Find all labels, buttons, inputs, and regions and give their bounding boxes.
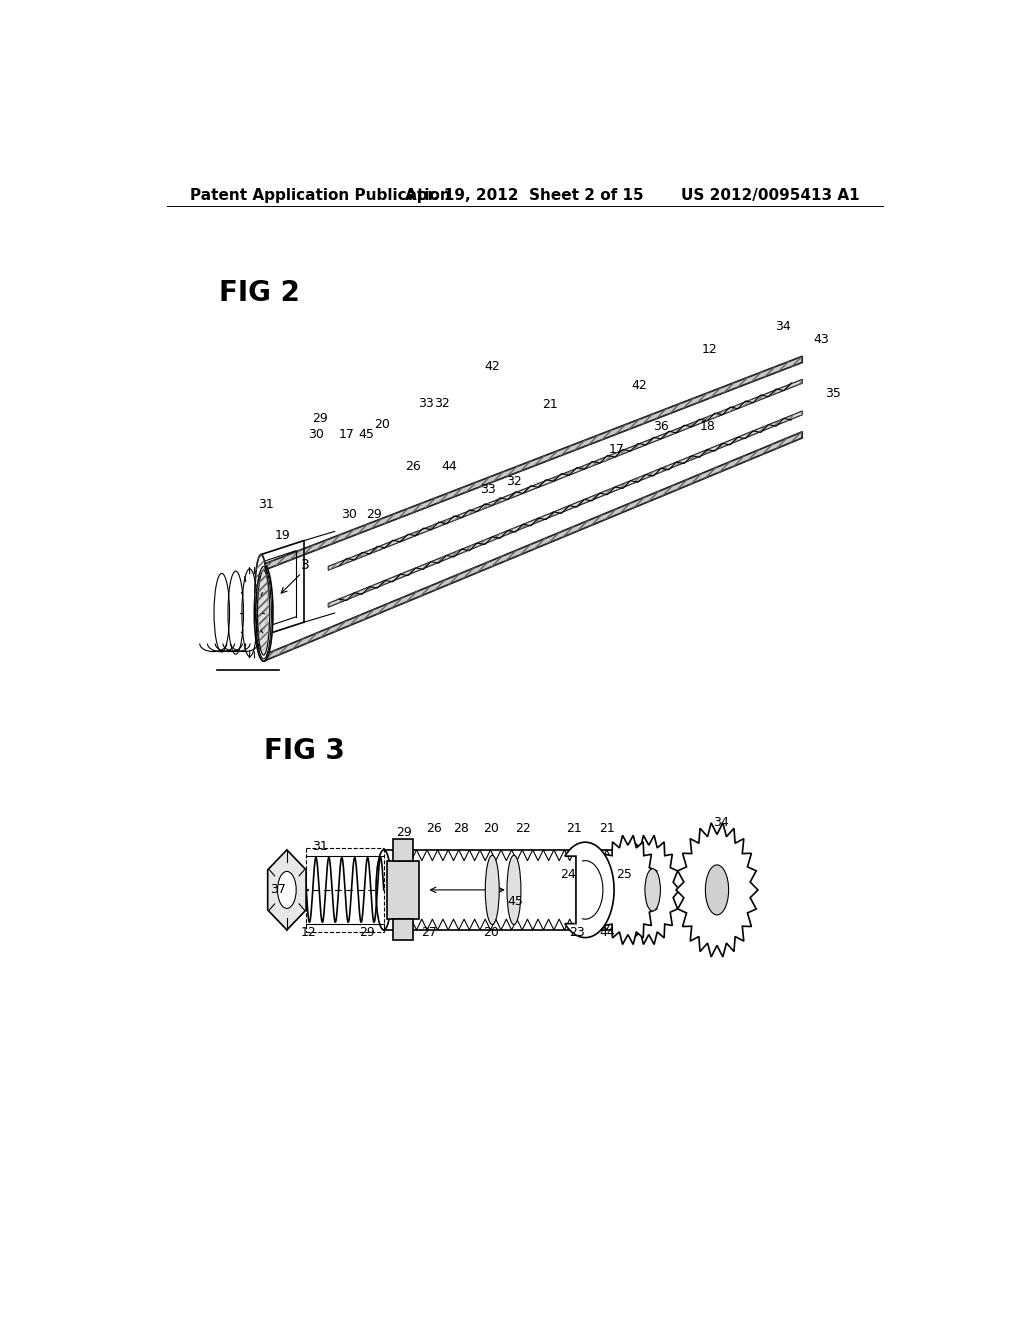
Polygon shape (618, 836, 680, 945)
Text: 43: 43 (814, 333, 829, 346)
Text: 12: 12 (701, 343, 717, 356)
Polygon shape (393, 919, 414, 940)
Text: 44: 44 (599, 925, 614, 939)
Text: 25: 25 (616, 869, 632, 880)
Text: 35: 35 (825, 387, 841, 400)
Ellipse shape (278, 871, 296, 908)
Ellipse shape (255, 554, 267, 636)
Text: 22: 22 (515, 822, 531, 834)
Polygon shape (329, 379, 802, 570)
Polygon shape (393, 840, 414, 861)
Text: 17: 17 (339, 428, 354, 441)
Text: 42: 42 (484, 360, 500, 372)
Ellipse shape (507, 855, 521, 924)
Text: 36: 36 (653, 420, 669, 433)
Polygon shape (676, 822, 758, 957)
Text: 29: 29 (367, 508, 382, 520)
Ellipse shape (376, 850, 391, 929)
Text: 18: 18 (699, 420, 716, 433)
Text: 21: 21 (565, 822, 582, 834)
Text: 19: 19 (275, 529, 291, 543)
Text: 28: 28 (454, 822, 469, 834)
Text: 17: 17 (608, 444, 625, 455)
Text: 26: 26 (426, 822, 442, 834)
Polygon shape (267, 850, 306, 929)
Text: 29: 29 (312, 412, 328, 425)
Ellipse shape (258, 570, 269, 655)
Polygon shape (384, 850, 640, 929)
Text: FIG 2: FIG 2 (219, 279, 300, 308)
Polygon shape (329, 383, 802, 603)
Text: 45: 45 (508, 895, 523, 908)
Polygon shape (387, 861, 420, 919)
Text: 32: 32 (506, 475, 522, 488)
Text: US 2012/0095413 A1: US 2012/0095413 A1 (681, 187, 859, 203)
Text: 20: 20 (374, 417, 390, 430)
Ellipse shape (706, 865, 729, 915)
Text: Apr. 19, 2012  Sheet 2 of 15: Apr. 19, 2012 Sheet 2 of 15 (406, 187, 644, 203)
Text: 20: 20 (482, 925, 499, 939)
Text: 27: 27 (421, 925, 436, 939)
Ellipse shape (485, 855, 500, 924)
Text: 26: 26 (406, 459, 421, 473)
Text: 24: 24 (560, 869, 577, 880)
Polygon shape (329, 411, 802, 607)
Text: 45: 45 (358, 428, 375, 441)
Text: 21: 21 (543, 399, 558, 412)
Polygon shape (565, 842, 614, 937)
Text: 34: 34 (713, 816, 729, 829)
Text: 12: 12 (301, 925, 316, 939)
Text: 33: 33 (480, 483, 497, 496)
Text: 29: 29 (358, 925, 375, 939)
Text: 34: 34 (775, 319, 791, 333)
Text: 33: 33 (419, 397, 434, 409)
Text: 3: 3 (301, 558, 310, 572)
Ellipse shape (632, 850, 647, 929)
Ellipse shape (254, 564, 273, 661)
Text: 37: 37 (269, 883, 286, 896)
Text: 31: 31 (312, 840, 328, 853)
Text: 31: 31 (258, 499, 273, 511)
Text: Patent Application Publication: Patent Application Publication (190, 187, 451, 203)
Text: 23: 23 (569, 925, 586, 939)
Text: 30: 30 (307, 428, 324, 441)
Polygon shape (263, 356, 802, 570)
Text: 20: 20 (482, 822, 499, 834)
Text: FIG 3: FIG 3 (263, 738, 344, 766)
Text: 42: 42 (632, 379, 647, 392)
Ellipse shape (257, 569, 269, 649)
Polygon shape (597, 836, 658, 945)
Text: 44: 44 (441, 459, 458, 473)
Text: 29: 29 (396, 825, 412, 838)
Text: 30: 30 (341, 508, 356, 520)
Text: 32: 32 (434, 397, 450, 409)
Text: 21: 21 (599, 822, 614, 834)
Ellipse shape (645, 869, 660, 911)
Ellipse shape (258, 589, 268, 628)
Polygon shape (263, 432, 802, 661)
Polygon shape (263, 363, 802, 655)
